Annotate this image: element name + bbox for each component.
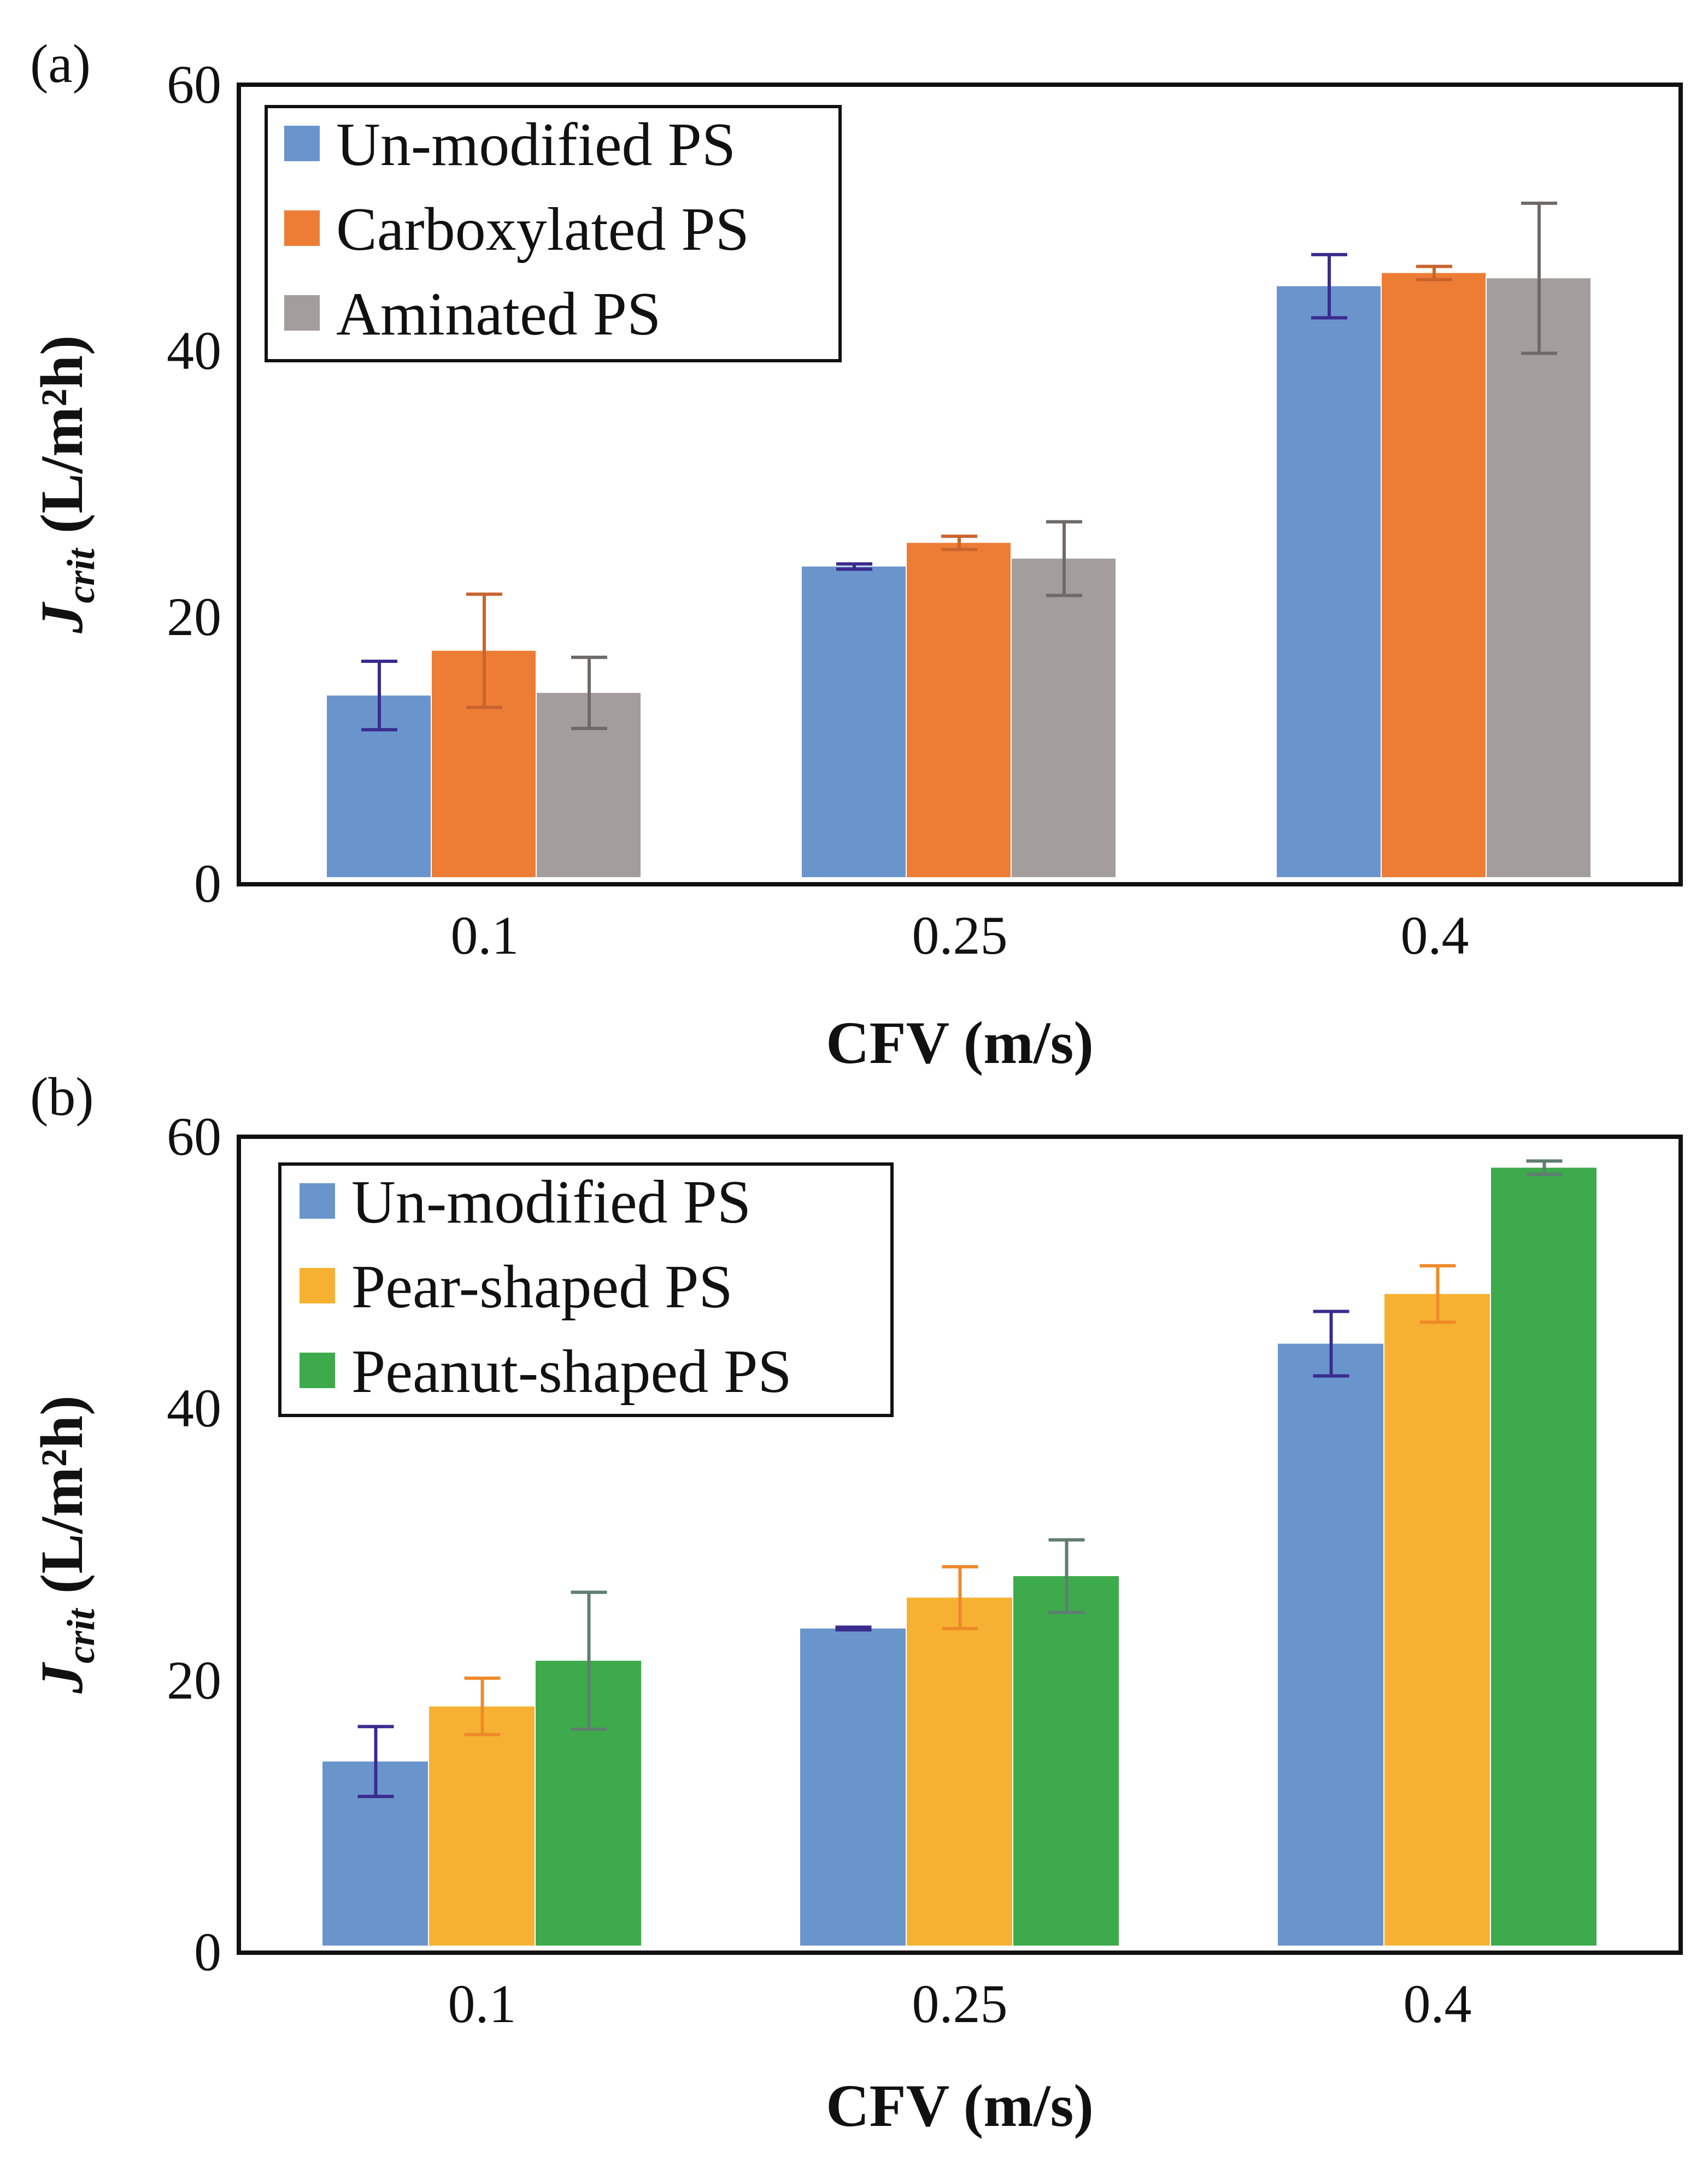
panel-a-legend-swatch-un-modified [284,126,320,161]
panel-b-x-tick-0.25: 0.25 [912,1973,1008,2034]
panel-a-y-tick-40: 40 [167,320,221,381]
panel-b-y-tick-20: 20 [167,1650,221,1711]
panel-a-bar-un-modified-ps-cfv-0-4 [1277,286,1381,877]
panel-a-legend-label-un-modified: Un-modified PS [336,111,736,179]
panel-a-x-tick-0.1: 0.1 [451,905,519,966]
panel-a-y-axis-title: Jcrit (L/m²h) [28,335,103,633]
panel-b-x-tick-0.4: 0.4 [1404,1973,1472,2034]
panel-b-bar-un-modified-ps-cfv-0-25 [800,1628,906,1946]
panel-a-legend-swatch-aminated [284,295,320,331]
panel-b-bar-pear-shaped-ps-cfv-0-25 [907,1597,1012,1946]
panel-b-error-bar-pear-shaped-ps-cfv-0-25 [942,1565,978,1630]
panel-a-bar-aminated-ps-cfv-0-25 [1012,559,1116,877]
panel-b-error-bar-un-modified-ps-cfv-0-25 [835,1625,872,1632]
panel-b-y-tick-40: 40 [167,1378,221,1438]
panel-a-y-tick-20: 20 [167,586,221,647]
panel-a-error-bar-un-modified-ps-cfv-0-1 [361,660,397,732]
panel-b-legend-label-un-modified: Un-modified PS [351,1168,751,1236]
panel-b: (b) 0 20 40 60 0.1 0.25 0.4 CFV (m/s) Jc… [28,1066,1683,2139]
panel-b-error-bar-peanut-shaped-ps-cfv-0-1 [571,1590,607,1731]
panel-a-legend-label-carboxylated: Carboxylated PS [336,196,749,263]
panel-b-legend: Un-modified PS Pear-shaped PS Peanut-sha… [278,1162,894,1417]
panel-b-bar-peanut-shaped-ps-cfv-0-25 [1013,1576,1119,1946]
panel-a-error-bar-un-modified-ps-cfv-0-25 [836,562,872,571]
panel-a-error-bar-carboxylated-ps-cfv-0-4 [1416,265,1452,281]
panel-b-error-bar-un-modified-ps-cfv-0-4 [1313,1309,1349,1378]
panel-b-error-bar-pear-shaped-ps-cfv-0-4 [1419,1264,1456,1324]
panel-b-error-bar-peanut-shaped-ps-cfv-0-4 [1526,1159,1563,1176]
panel-a-x-axis-title: CFV (m/s) [826,1009,1094,1076]
panel-b-y-tick-0: 0 [194,1922,221,1982]
panel-b-y-symbol: J [28,1662,95,1694]
panel-b-y-subscript: crit [59,1608,103,1664]
panel-a-error-bar-carboxylated-ps-cfv-0-1 [466,592,502,709]
panel-b-y-axis-title: Jcrit (L/m²h) [28,1395,103,1694]
panel-a-bar-un-modified-ps-cfv-0-25 [802,566,906,877]
panel-b-legend-box [278,1162,894,1417]
panel-a-y-units: (L/m²h) [28,335,95,548]
panel-a-plot-frame [237,83,1683,886]
panel-a-error-bar-carboxylated-ps-cfv-0-25 [941,534,977,551]
panel-a: (a) 0 20 40 60 0.1 0.25 0.4 CFV (m/s) Jc… [28,33,1683,1076]
panel-label-b: (b) [30,1066,94,1127]
panel-b-error-bar-pear-shaped-ps-cfv-0-1 [464,1676,501,1737]
panel-a-bar-aminated-ps-cfv-0-4 [1487,278,1590,877]
panel-b-bar-peanut-shaped-ps-cfv-0-4 [1491,1167,1597,1946]
panel-a-error-bar-aminated-ps-cfv-0-1 [571,655,607,730]
panel-a-error-bar-un-modified-ps-cfv-0-4 [1311,252,1347,320]
panel-b-bar-un-modified-ps-cfv-0-4 [1278,1343,1383,1946]
panel-b-x-tick-0.1: 0.1 [448,1973,516,2034]
panel-a-error-bar-aminated-ps-cfv-0-4 [1521,201,1557,355]
panel-b-error-bar-un-modified-ps-cfv-0-1 [357,1725,394,1799]
panel-a-legend-box [265,105,842,362]
panel-b-marks [322,1159,1597,1946]
panel-b-legend-swatch-pear-shaped [300,1268,335,1303]
panel-a-x-tick-0.4: 0.4 [1401,905,1469,966]
panel-b-plot-frame [237,1135,1683,1955]
panel-b-legend-swatch-peanut-shaped [300,1353,335,1388]
panel-b-bar-pear-shaped-ps-cfv-0-4 [1384,1294,1490,1946]
panel-a-legend-swatch-carboxylated [284,210,320,246]
panel-b-y-units: (L/m²h) [28,1395,95,1608]
panel-a-legend-label-aminated: Aminated PS [336,280,661,348]
panel-b-y-tick-60: 60 [167,1106,221,1167]
panel-a-error-bar-aminated-ps-cfv-0-25 [1046,520,1082,597]
panel-a-x-tick-0.25: 0.25 [912,905,1008,966]
panel-b-legend-label-peanut-shaped: Peanut-shaped PS [351,1338,792,1406]
panel-b-x-axis-title: CFV (m/s) [826,2072,1094,2139]
panel-a-marks [327,201,1590,878]
panel-b-legend-swatch-un-modified [300,1183,335,1219]
panel-b-bar-pear-shaped-ps-cfv-0-1 [429,1706,535,1946]
panel-b-legend-label-pear-shaped: Pear-shaped PS [351,1253,733,1321]
panel-a-legend: Un-modified PS Carboxylated PS Aminated … [265,105,842,362]
panel-a-y-tick-60: 60 [167,54,221,115]
panel-a-y-tick-0: 0 [194,853,221,914]
panel-a-y-subscript: crit [59,548,103,603]
panel-a-bar-carboxylated-ps-cfv-0-25 [907,543,1011,877]
panel-a-y-symbol: J [28,602,95,634]
panel-label-a: (a) [30,33,91,94]
panel-a-bar-carboxylated-ps-cfv-0-4 [1382,273,1486,878]
panel-b-error-bar-peanut-shaped-ps-cfv-0-25 [1048,1538,1085,1614]
